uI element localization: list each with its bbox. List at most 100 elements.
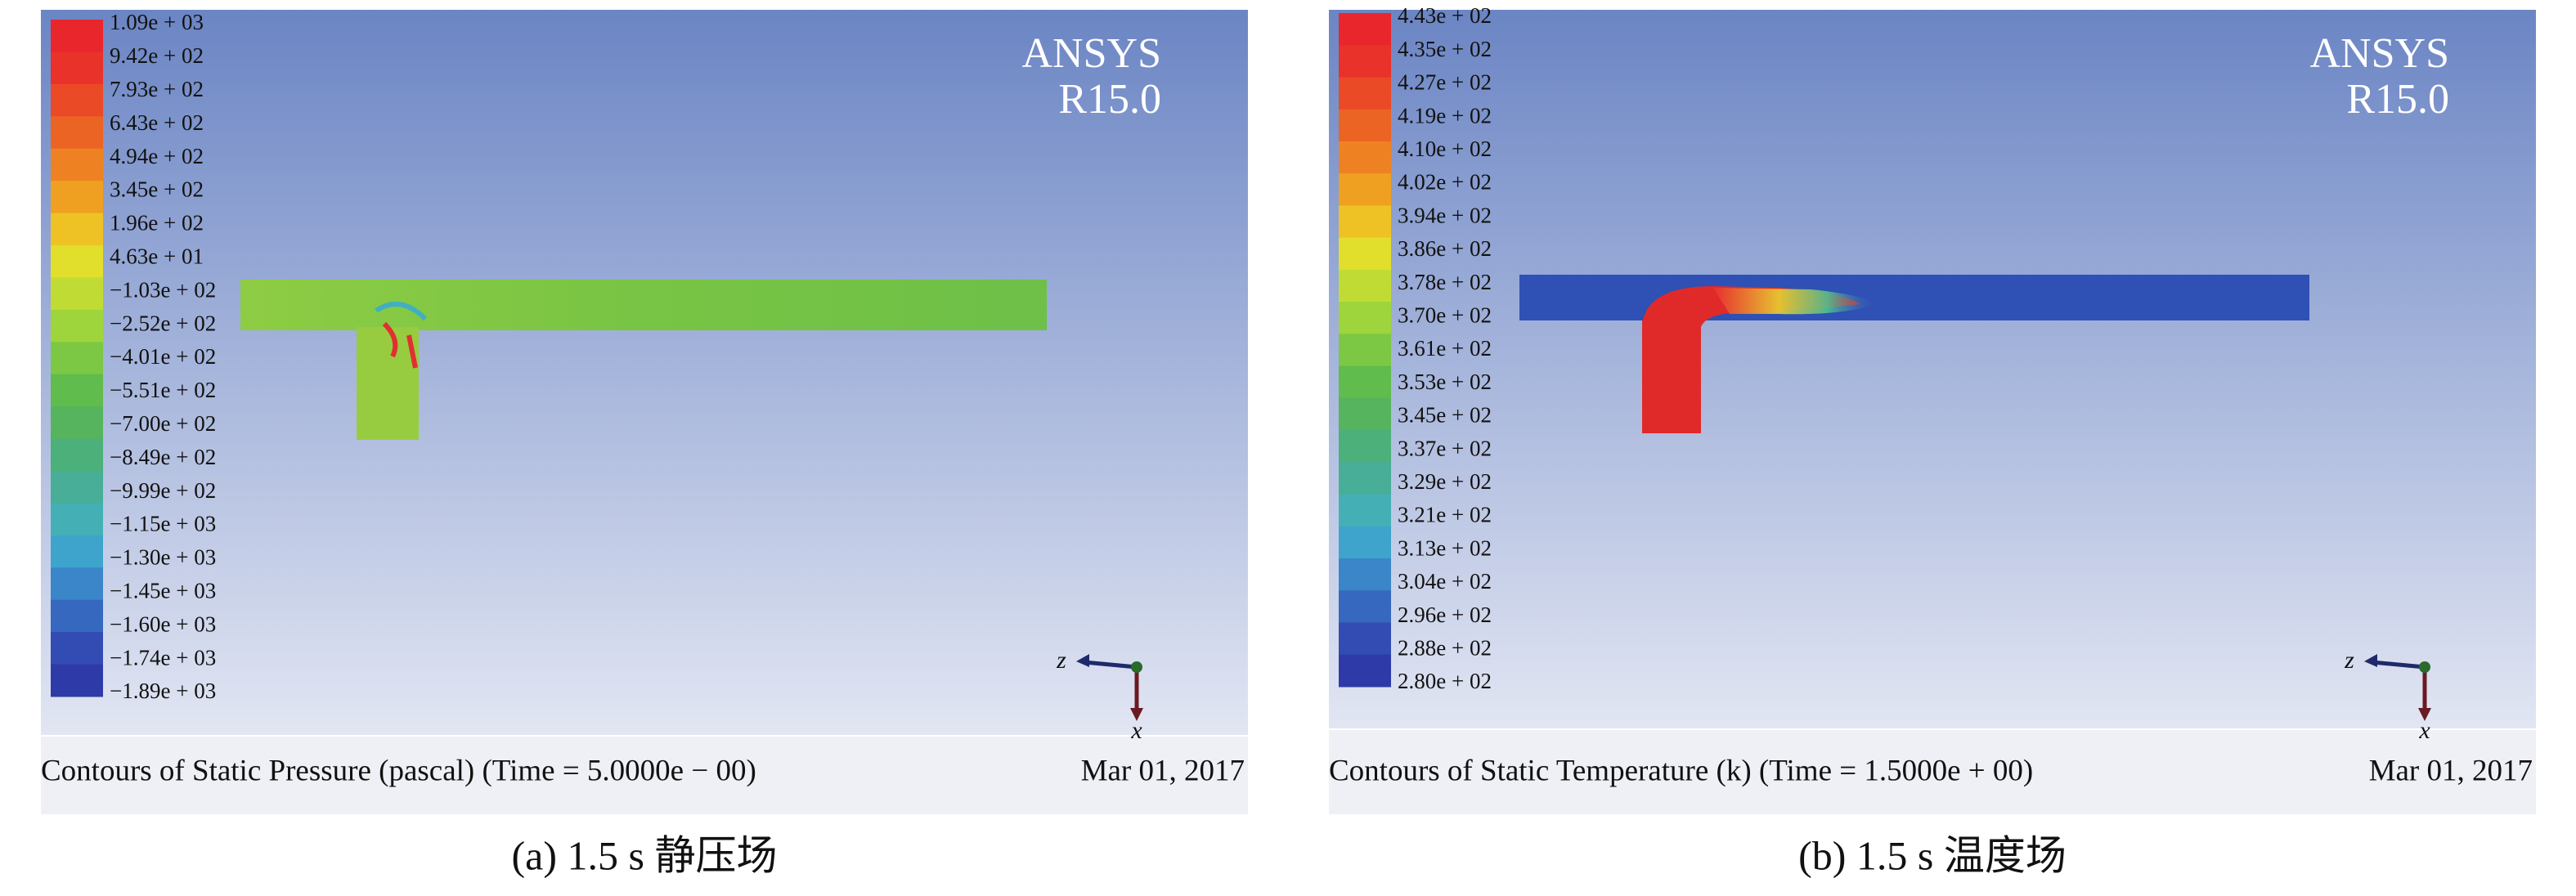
axis-z-label: z [1056,647,1066,674]
colorbar-segment [51,406,103,440]
colorbar-segment [51,632,103,665]
colorbar-segment [51,438,103,472]
colorbar-segment [1339,654,1391,688]
legend-label: 4.35e + 02 [1398,37,1492,61]
legend-label: 3.70e + 02 [1398,303,1492,328]
axis-z-label: z [2344,647,2354,674]
colorbar-segment [1339,334,1391,367]
colorbar-segment [1339,397,1391,431]
panel-b: 4.43e + 02 4.35e + 02 4.27e + 02 4.19e + 02… [1329,3,2536,878]
colorbar-segment [51,116,103,150]
legend-label: −5.51e + 02 [110,378,216,402]
version: R15.0 [1058,76,1161,123]
pipe-branch [1642,320,1701,433]
axis-origin [1131,661,1142,673]
legend-label: −1.45e + 03 [110,579,216,603]
colorbar-segment [51,664,103,697]
legend-label: 9.42e + 02 [110,43,204,68]
legend-label: −4.01e + 02 [110,344,216,369]
axis-z-head [2364,654,2377,667]
legend-label: −2.52e + 02 [110,311,216,335]
brand: ANSYS [2310,30,2450,77]
footer-band [1329,729,2536,814]
colorbar-segment [51,342,103,375]
date: Mar 01, 2017 [2369,754,2533,787]
colorbar-segment [51,245,103,278]
axis-z [2372,660,2426,670]
colorbar-segment [1339,109,1391,142]
colorbar-segment [51,20,103,52]
colorbar-segment [1339,205,1391,239]
legend-label: 3.45e + 02 [1398,403,1492,428]
colorbar-segment [1339,590,1391,624]
legend-label: 4.19e + 02 [1398,103,1492,128]
colorbar-segment [1339,365,1391,399]
legend-label: 3.29e + 02 [1398,469,1492,494]
legend-label: 4.63e + 01 [110,244,204,269]
colorbar-segment [51,567,103,601]
legend-label: −1.15e + 03 [110,512,216,536]
colorbar-segment [1339,494,1391,527]
axis-origin [2419,661,2430,673]
pipe-main [240,280,1047,330]
colorbar-segment [1339,526,1391,559]
footer-band [41,736,1248,814]
colorbar-segment [51,309,103,343]
legend-label: 1.09e + 03 [110,10,204,34]
colorbar-segment [51,471,103,504]
colorbar-segment [51,599,103,633]
legend-label: 3.37e + 02 [1398,436,1492,460]
legend-label: 4.94e + 02 [110,144,204,168]
colorbar-segment [1339,558,1391,591]
legend-label: −1.60e + 03 [110,612,216,636]
colorbar-segment [51,503,103,536]
caption: (b) 1.5 s 温度场 [1798,832,2067,878]
legend-label: 2.88e + 02 [1398,636,1492,661]
footer-text: Contours of Static Pressure (pascal) (Ti… [41,754,756,787]
legend-label: −7.00e + 02 [110,411,216,436]
colorbar-segment [51,277,103,311]
legend-label: −1.30e + 03 [110,545,216,570]
colorbar-segment [51,181,103,214]
axis-z-head [1076,654,1089,667]
colorbar-segment [51,148,103,181]
legend-label: 3.45e + 02 [110,177,204,202]
axis-x-label: x [1130,717,1142,744]
colorbar-segment [1339,77,1391,110]
pressure-spot [382,321,418,369]
colorbar-segment [51,535,103,568]
colorbar-segment [1339,269,1391,302]
brand: ANSYS [1022,30,1162,77]
legend-label: 3.86e + 02 [1398,236,1492,261]
viewport [41,10,1248,736]
legend-label: 4.02e + 02 [1398,170,1492,195]
legend-label: 3.21e + 02 [1398,503,1492,527]
footer-text: Contours of Static Temperature (k) (Time… [1329,754,2033,787]
legend-label: −9.99e + 02 [110,478,216,503]
colorbar-segment [51,83,103,117]
legend-label: 3.04e + 02 [1398,569,1492,594]
legend-label: −1.03e + 02 [110,277,216,302]
viewport [1329,10,2536,729]
date: Mar 01, 2017 [1081,754,1245,787]
legend-label: −8.49e + 02 [110,445,216,469]
legend-label: 3.53e + 02 [1398,370,1492,394]
version: R15.0 [2346,76,2449,123]
legend-label: 2.80e + 02 [1398,669,1492,693]
colorbar-segment [1339,302,1391,334]
legend-label: 4.10e + 02 [1398,137,1492,161]
colorbar-segment [51,52,103,85]
legend-label: 3.61e + 02 [1398,336,1492,361]
colorbar-segment [1339,622,1391,656]
pipe-main [1519,275,2309,320]
axis-x-head [2418,708,2431,721]
legend-label: 7.93e + 02 [110,77,204,101]
axis-z [1084,660,1138,670]
colorbar-segment [1339,462,1391,495]
colorbar-segment [1339,141,1391,174]
colorbar-segment [1339,173,1391,206]
axis-x-head [1130,708,1143,721]
caption: (a) 1.5 s 静压场 [512,832,778,878]
